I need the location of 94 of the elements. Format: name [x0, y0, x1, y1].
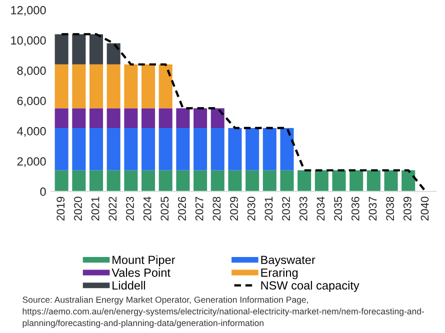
x-tick-label: 2024 — [143, 196, 152, 220]
x-tick-label: 2026 — [178, 196, 186, 220]
bar — [89, 170, 104, 192]
x-tick-label: 2037 — [368, 196, 377, 220]
bar — [350, 170, 364, 192]
y-tick-label: 6,000 — [17, 96, 46, 107]
bar — [124, 108, 138, 128]
bar — [54, 170, 68, 192]
bar — [384, 170, 398, 192]
bar — [142, 170, 156, 192]
bar — [54, 64, 68, 108]
bar — [142, 64, 156, 108]
bar — [72, 64, 86, 108]
bar — [332, 170, 346, 192]
bar — [402, 170, 416, 192]
bar — [89, 108, 104, 128]
x-tick-label: 2019 — [56, 196, 65, 220]
bar — [106, 128, 120, 170]
y-tick-label: 8,000 — [17, 66, 46, 76]
bar — [262, 170, 276, 192]
x-tick-label: 2031 — [264, 196, 273, 220]
bar — [54, 34, 68, 64]
x-tick-label: 2035 — [334, 196, 342, 220]
bar — [176, 170, 190, 192]
bar — [89, 64, 104, 108]
bar — [106, 108, 120, 128]
y-tick-label: 4,000 — [17, 127, 46, 137]
x-tick-label: 2038 — [386, 196, 394, 220]
x-tick-label: 2040 — [420, 196, 429, 220]
bar — [54, 128, 68, 170]
source-note: Source: Australian Energy Market Operator, Generation Information Page, — [22, 296, 308, 305]
bar — [210, 170, 224, 192]
bar — [72, 34, 86, 64]
text: https://aemo.com.au/en/energy-systems/electricity/national-electricity-market-nem/nem-forecasting-and-planning/forecasting-and-planning-data/generation-information — [22, 308, 424, 328]
bar — [72, 170, 86, 192]
bar — [124, 64, 138, 108]
bar — [106, 43, 120, 64]
bar — [194, 108, 208, 128]
x-tick-label: 2034 — [316, 196, 325, 220]
bar — [142, 128, 156, 170]
bar — [158, 64, 172, 108]
legend-label: Liddell — [112, 280, 145, 290]
x-tick-label: 2025 — [160, 196, 169, 220]
x-tick-label: 2030 — [247, 196, 256, 220]
bar — [262, 128, 276, 170]
legend-label: Mount Piper — [112, 255, 176, 266]
legend-label: NSW coal capacity — [261, 280, 360, 292]
bar — [298, 170, 312, 192]
bar — [210, 128, 224, 170]
bar — [158, 170, 172, 192]
legend-label: Vales Point — [112, 268, 170, 277]
legend-label: Bayswater — [261, 256, 316, 266]
bar — [194, 128, 208, 170]
line-series — [60, 33, 427, 192]
x-tick-label: 2021 — [91, 196, 100, 220]
bar — [124, 128, 138, 170]
bar — [72, 108, 86, 128]
bar — [106, 64, 120, 108]
x-tick-label: 2029 — [230, 196, 238, 220]
y-tick-label: 0 — [40, 188, 46, 196]
bar — [54, 108, 68, 128]
x-tick-label: 2027 — [195, 196, 204, 220]
bar — [158, 108, 172, 128]
bar — [210, 108, 224, 128]
bar — [366, 170, 380, 192]
x-tick-label: 2032 — [282, 196, 290, 220]
x-tick-label: 2023 — [126, 196, 134, 220]
bar — [246, 128, 260, 170]
bar — [89, 34, 104, 64]
bar — [72, 128, 86, 170]
bar — [228, 128, 242, 170]
bar — [124, 170, 138, 192]
bar — [142, 108, 156, 128]
x-tick-label: 2033 — [299, 196, 308, 220]
y-tick-label: 12,000 — [11, 6, 46, 16]
bar — [158, 128, 172, 170]
bar — [314, 170, 328, 192]
x-tick-label: 2028 — [212, 196, 221, 220]
bar — [280, 170, 294, 192]
x-tick-label: 2039 — [403, 196, 412, 220]
bar — [176, 128, 190, 170]
bar — [106, 170, 120, 192]
bar — [246, 170, 260, 192]
bar — [176, 108, 190, 128]
bar — [280, 128, 294, 170]
x-tick-label: 2020 — [74, 196, 82, 220]
bar — [89, 128, 104, 170]
y-tick-label: 2,000 — [17, 157, 46, 168]
x-tick-label: 2022 — [108, 196, 117, 220]
x-tick-label: 2036 — [351, 196, 360, 220]
bar — [194, 170, 208, 192]
legend-label: Eraring — [261, 268, 298, 280]
y-tick-label: 10,000 — [11, 36, 46, 46]
bar — [228, 170, 242, 192]
